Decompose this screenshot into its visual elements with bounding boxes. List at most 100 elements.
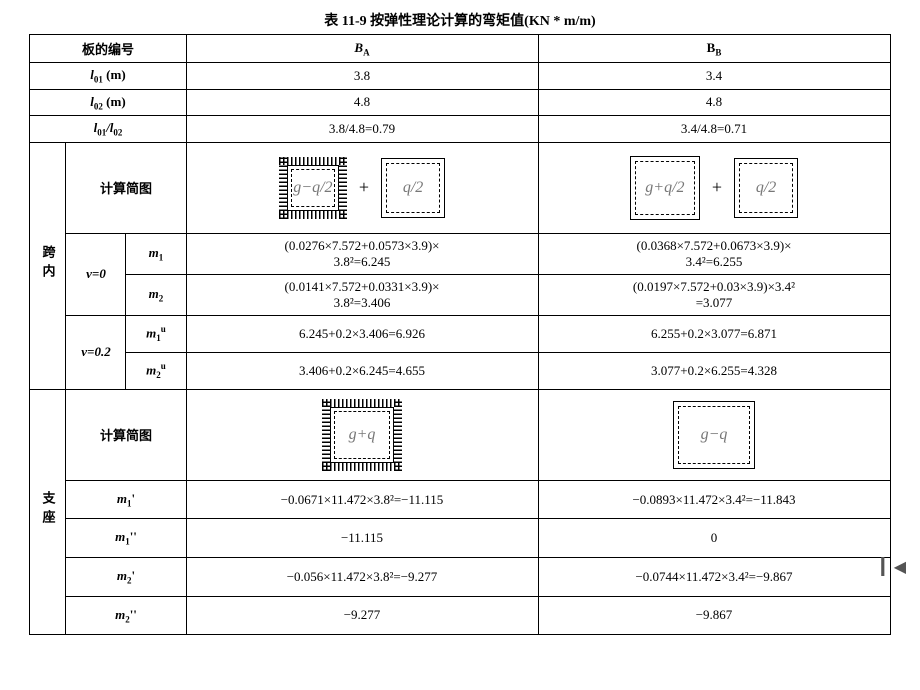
header-bb: BB [538,35,890,63]
table-title: 表 11-9 按弹性理论计算的弯矩值(KN * m/m) [10,10,910,30]
diag-ba-2-text: q/2 [403,179,423,197]
span-calc-diagram-label: 计算简图 [66,142,186,233]
line1: (0.0141×7.572+0.0331×3.9)× [285,279,440,294]
m2u-sub: 2 [156,370,161,380]
span-diagram-ba: g−q/2 + q/2 [186,142,538,233]
m1u-label: m1u [126,315,186,352]
support-label-text: 支座 [38,491,57,529]
line2: 3.4²=6.255 [686,254,743,269]
v02-m1-ba: 6.245+0.2×3.406=6.926 [186,315,538,352]
m2u-label: m2u [126,352,186,389]
m2-label: m2 [126,274,186,315]
line1: (0.0197×7.572+0.03×3.9)×3.4² [633,279,795,294]
v02-m2-bb: 3.077+0.2×6.255=4.328 [538,352,890,389]
m1-sym: m [149,245,159,260]
v02-text: v=0.2 [81,344,110,359]
m1pp-mark: '' [130,529,137,544]
plus-icon: + [712,177,722,198]
v02-m2-ba: 3.406+0.2×6.245=4.655 [186,352,538,389]
m2p-bb: −0.0744×11.472×3.4²=−9.867 [538,557,890,596]
m2p-ba: −0.056×11.472×3.8²=−9.277 [186,557,538,596]
m1p-label: m1' [66,480,186,519]
header-plate-no: 板的编号 [30,35,186,63]
v0-m2-bb: (0.0197×7.572+0.03×3.9)×3.4²=3.077 [538,274,890,315]
line1: (0.0276×7.572+0.0573×3.9)× [285,238,440,253]
ba-sub: A [363,47,370,57]
m2pp-mark: '' [130,607,137,622]
line1: (0.0368×7.572+0.0673×3.9)× [637,238,792,253]
prev-page-icon[interactable]: ▎◀ [881,557,906,577]
v0-label: v=0 [66,233,126,315]
diag-bb-2-text: q/2 [756,179,776,197]
m1pp-sym: m [115,529,125,544]
v02-label: v=0.2 [66,315,126,389]
diag-bb-1-text: g+q/2 [645,179,684,197]
soliddash-box-icon: q/2 [734,158,798,218]
m2-sub: 2 [159,294,164,304]
span-diagram-bb: g+q/2 + q/2 [538,142,890,233]
support-calc-diagram-label: 计算简图 [66,389,186,480]
m1-label: m1 [126,233,186,274]
m1pp-label: m1'' [66,519,186,558]
l02-unit: (m) [106,94,126,109]
m1u-sym: m [146,326,156,341]
m1pp-ba: −11.115 [186,519,538,558]
l02-bb: 4.8 [538,89,890,116]
v0-text: v=0 [86,266,106,281]
header-ba: BA [186,35,538,63]
bb-sub: B [715,47,721,57]
soliddash-box-icon: g+q/2 [630,156,700,220]
m2pp-sym: m [115,607,125,622]
m2pp-bb: −9.867 [538,596,890,635]
support-diagram-ba: g+q [186,389,538,480]
m1p-ba: −0.0671×11.472×3.8²=−11.115 [186,480,538,519]
row-l02-label: l02 (m) [30,89,186,116]
m2p-mark: ' [131,568,135,583]
ratio-bb: 3.4/4.8=0.71 [538,116,890,143]
diag-sup-ba-text: g+q [349,426,376,444]
m2u-sym: m [146,363,156,378]
moment-table: 板的编号 BA BB l01 (m) 3.8 3.4 l02 (m) 4.8 4… [29,34,890,635]
l01-sub: 01 [94,75,103,85]
m2pp-label: m2'' [66,596,186,635]
m1p-mark: ' [131,491,135,506]
hatched-box-icon: g+q [322,399,402,471]
m2p-label: m2' [66,557,186,596]
v0-m1-ba: (0.0276×7.572+0.0573×3.9)×3.8²=6.245 [186,233,538,274]
span-label-text: 跨内 [38,245,57,283]
hatched-box-icon: g−q/2 [279,157,347,219]
l01-unit: (m) [106,67,126,82]
diag-ba-1-text: g−q/2 [293,179,332,197]
m1pp-bb: 0 [538,519,890,558]
ba-sym: B [354,40,363,55]
line2: 3.8²=6.245 [334,254,391,269]
span-label: 跨内 [30,142,66,389]
line2: 3.8²=3.406 [334,295,391,310]
plus-icon: + [359,177,369,198]
support-diagram-bb: g−q [538,389,890,480]
m1-sub: 1 [159,253,164,263]
diag-sup-bb-text: g−q [701,426,728,444]
m2pp-ba: −9.277 [186,596,538,635]
m2p-sym: m [117,568,127,583]
soliddash-box-icon: q/2 [381,158,445,218]
v02-m1-bb: 6.255+0.2×3.077=6.871 [538,315,890,352]
m1p-sym: m [117,491,127,506]
row-l01-label: l01 (m) [30,63,186,90]
v0-m2-ba: (0.0141×7.572+0.0331×3.9)×3.8²=3.406 [186,274,538,315]
m2-sym: m [149,286,159,301]
soliddash-box-icon: g−q [673,401,755,469]
l01-ba: 3.8 [186,63,538,90]
support-label: 支座 [30,389,66,634]
m1u-sup: u [161,324,166,334]
row-ratio-label: l01/l02 [30,116,186,143]
ratio-s1: 01 [97,128,106,138]
line2: =3.077 [696,295,733,310]
l02-sub: 02 [94,101,103,111]
m1p-bb: −0.0893×11.472×3.4²=−11.843 [538,480,890,519]
ratio-s2: 02 [113,128,122,138]
m2u-sup: u [161,361,166,371]
m1u-sub: 1 [156,333,161,343]
l01-bb: 3.4 [538,63,890,90]
ratio-ba: 3.8/4.8=0.79 [186,116,538,143]
